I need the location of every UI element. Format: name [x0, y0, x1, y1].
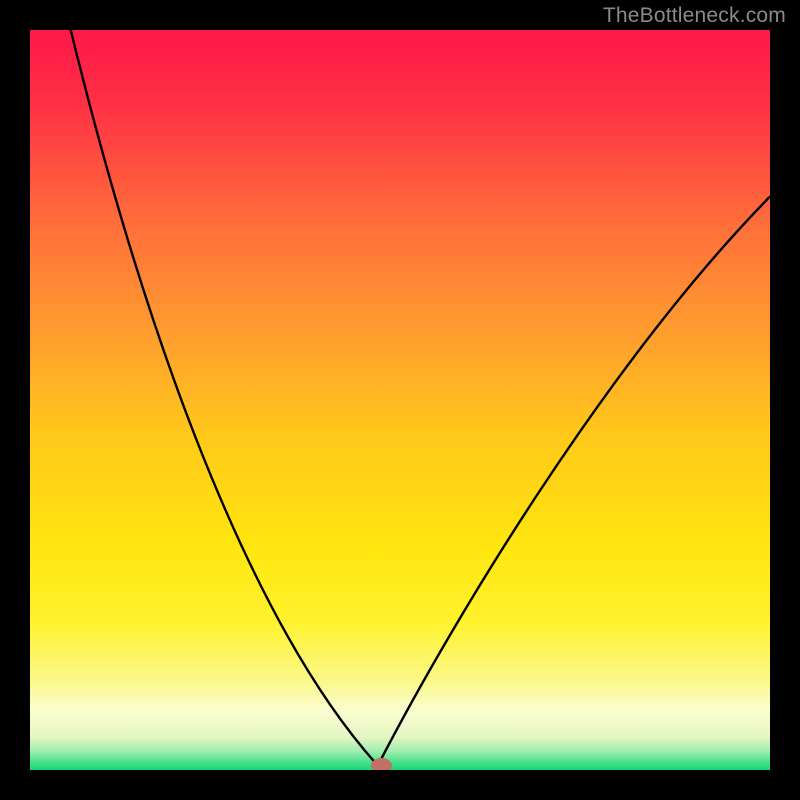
frame-border [0, 0, 30, 800]
frame-border [0, 770, 800, 800]
gradient-background [30, 30, 770, 770]
watermark-text: TheBottleneck.com [603, 4, 786, 28]
frame-border [770, 0, 800, 800]
